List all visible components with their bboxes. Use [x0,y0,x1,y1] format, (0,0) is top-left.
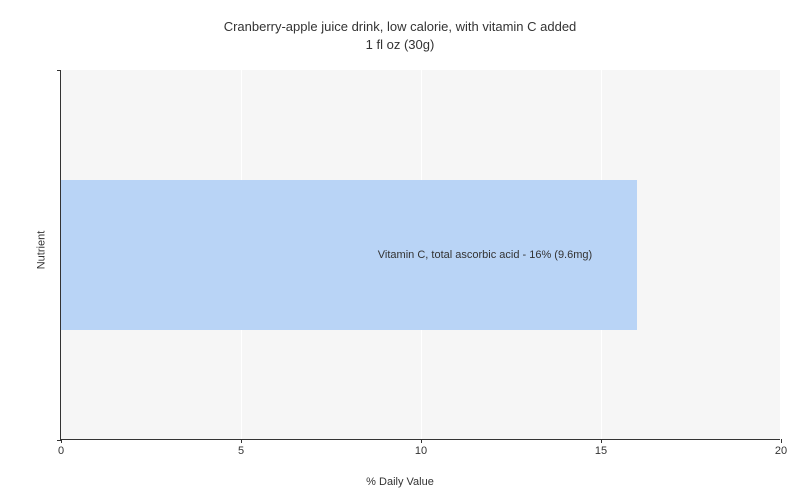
x-tick-label: 10 [415,445,427,457]
x-tick-mark [61,439,62,443]
plot-area: 05101520Vitamin C, total ascorbic acid -… [60,70,780,440]
y-tick-mark [57,70,61,71]
y-axis-label: Nutrient [35,231,47,270]
x-tick-label: 5 [238,445,244,457]
x-tick-mark [421,439,422,443]
x-tick-label: 0 [58,445,64,457]
chart-title: Cranberry-apple juice drink, low calorie… [0,0,800,54]
x-tick-mark [241,439,242,443]
x-tick-mark [601,439,602,443]
title-line-2: 1 fl oz (30g) [0,36,800,54]
chart-container: Cranberry-apple juice drink, low calorie… [0,0,800,500]
bar: Vitamin C, total ascorbic acid - 16% (9.… [61,180,637,330]
x-axis-label: % Daily Value [366,476,434,488]
x-tick-mark [781,439,782,443]
bar-label: Vitamin C, total ascorbic acid - 16% (9.… [378,249,592,261]
title-line-1: Cranberry-apple juice drink, low calorie… [0,18,800,36]
x-tick-label: 15 [595,445,607,457]
x-tick-label: 20 [775,445,787,457]
